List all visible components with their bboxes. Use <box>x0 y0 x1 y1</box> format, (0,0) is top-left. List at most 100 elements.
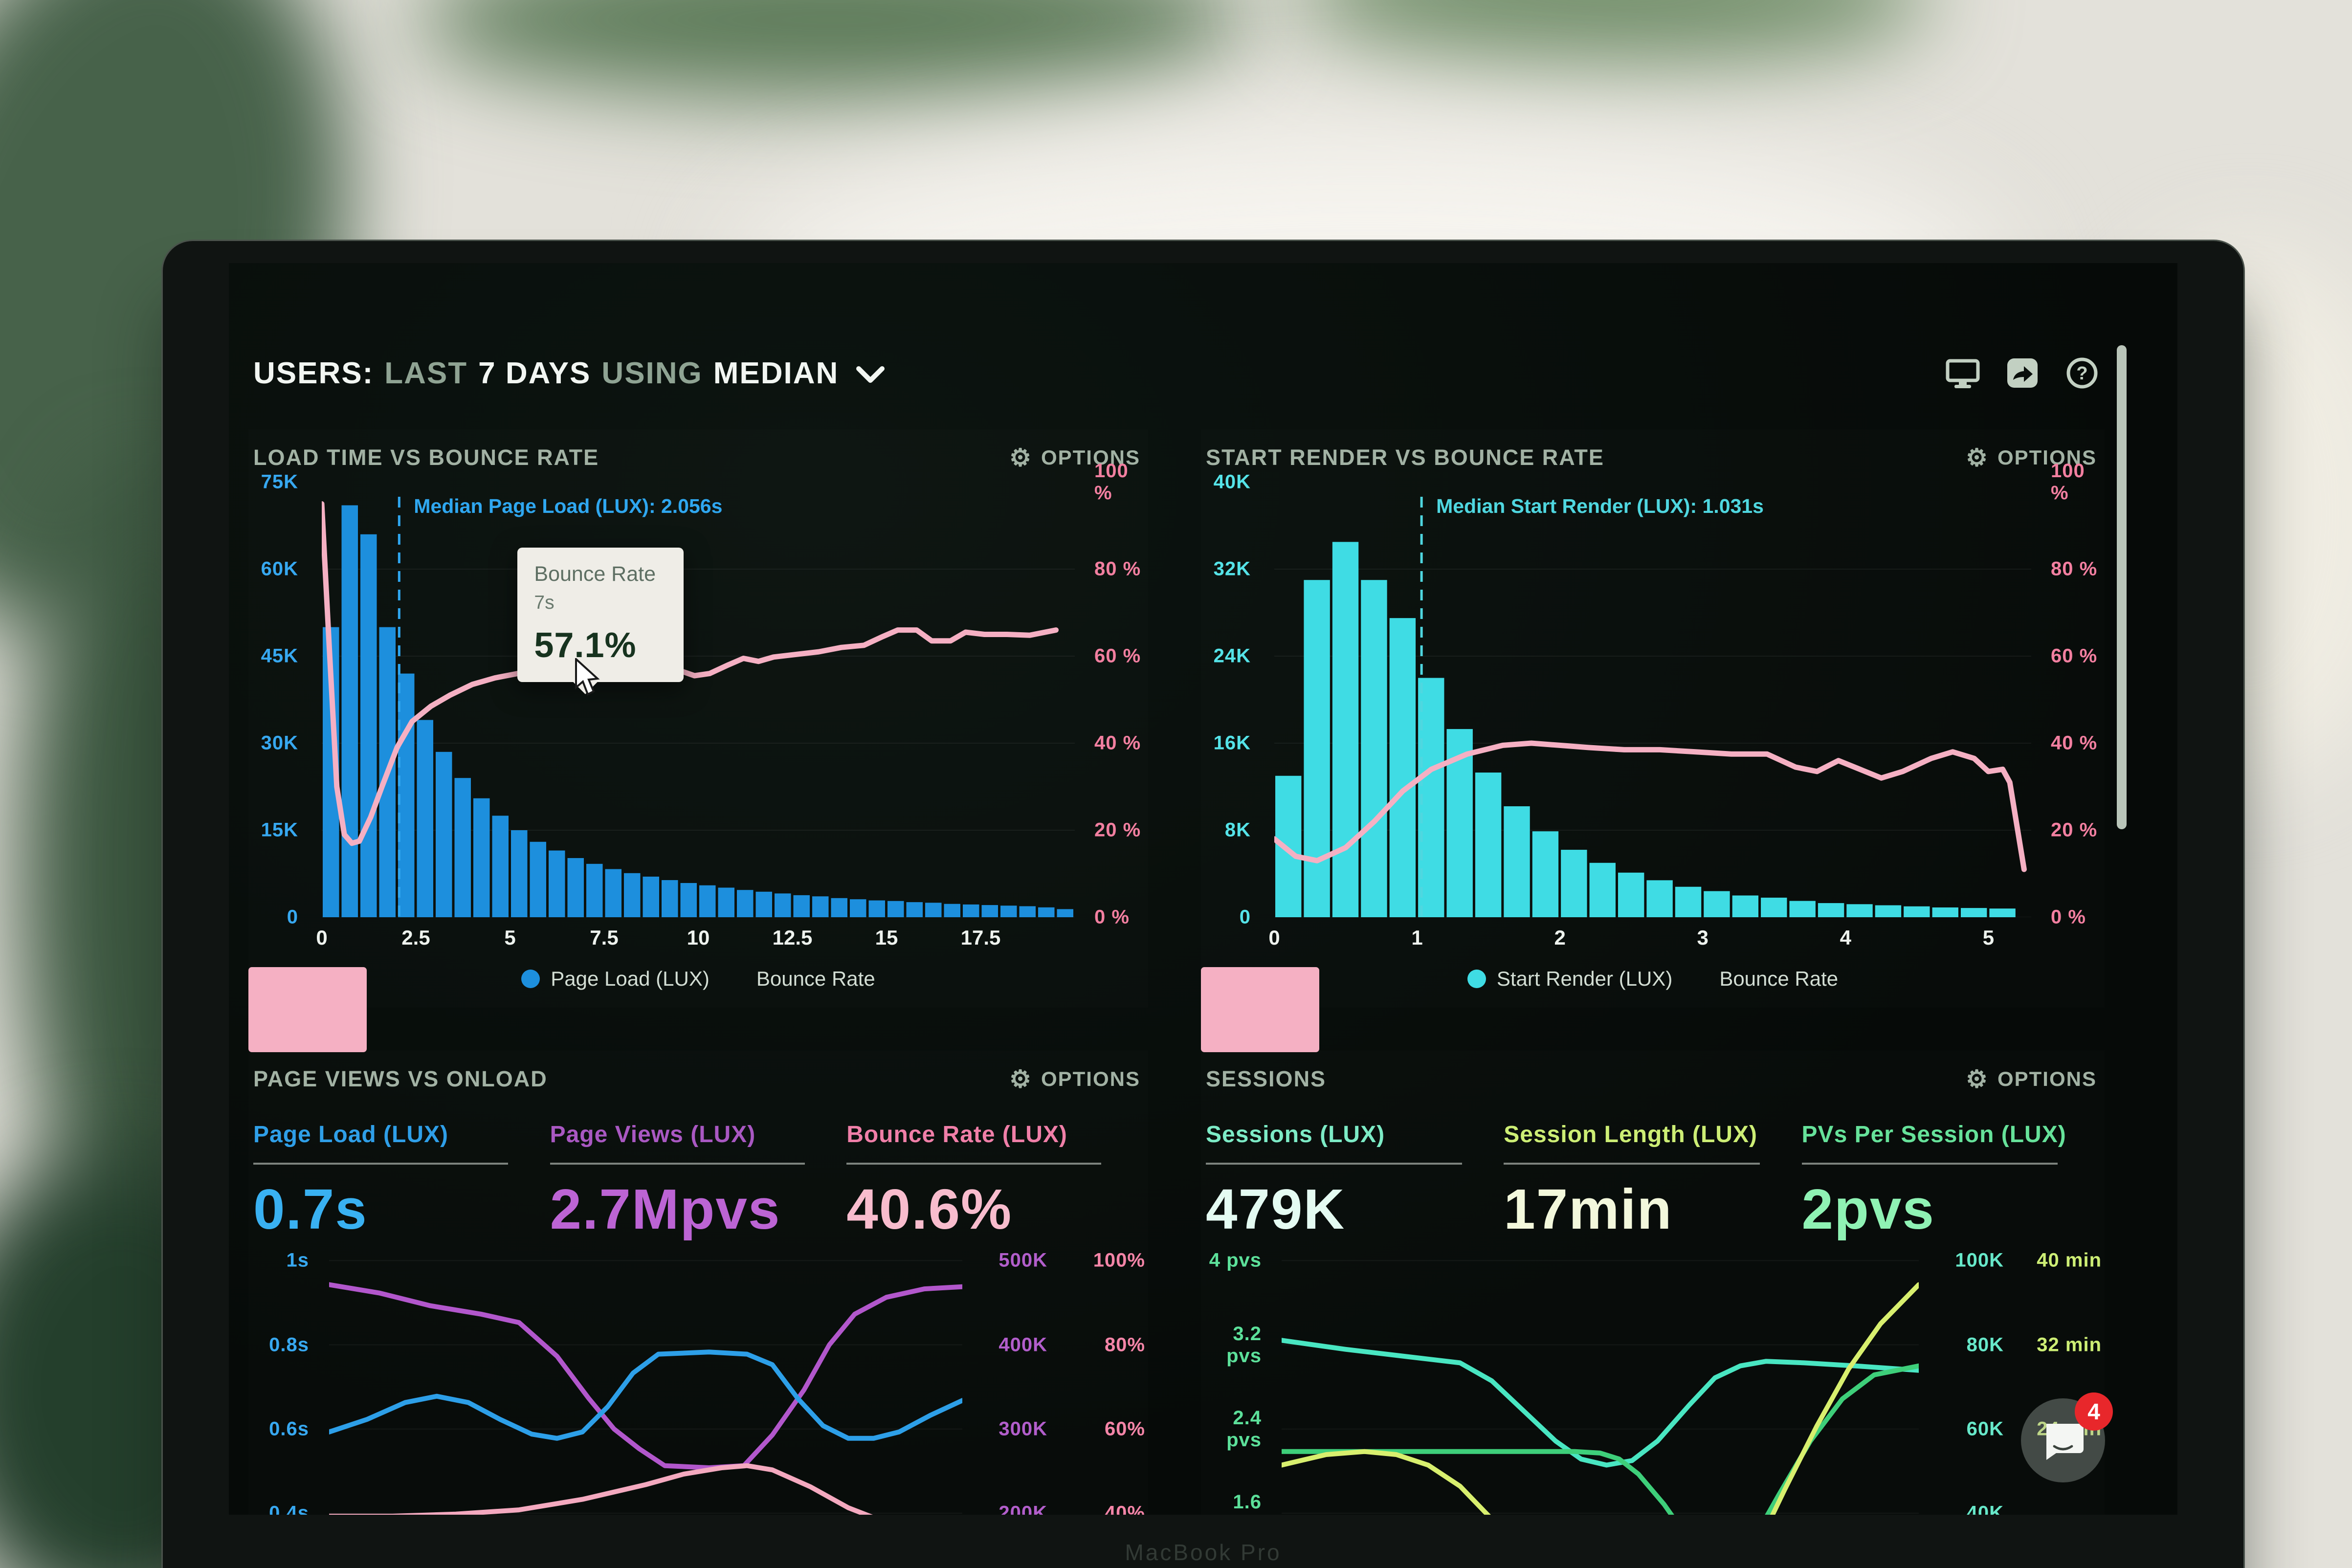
metric-label: Session Length (LUX) <box>1504 1122 1757 1148</box>
y-axis-tick: 80% <box>1104 1334 1145 1355</box>
y-axis-left: 40K 32K 24K 16K 8K 0 <box>1201 471 1265 928</box>
help-icon[interactable]: ? <box>2065 357 2099 389</box>
options-label: OPTIONS <box>1997 446 2097 469</box>
legend-item: Start Render (LUX) <box>1467 967 1672 991</box>
tooltip-subtitle: 7s <box>534 592 555 613</box>
panel-title: PAGE VIEWS VS ONLOAD <box>253 1066 548 1091</box>
legend-item: Bounce Rate <box>1201 967 1839 1052</box>
y-axis-right-col1: 500K 400K 300K 200K <box>977 1250 1050 1515</box>
tooltip-title: Bounce Rate <box>534 562 656 586</box>
y-axis-tick: 0 % <box>1094 906 1130 928</box>
x-axis-tick: 10 <box>687 926 710 949</box>
x-axis-tick: 15 <box>875 926 898 949</box>
y-axis-right-col1: 100K 80K 60K 40K <box>1933 1250 2007 1515</box>
y-axis-tick: 60K <box>1966 1418 2004 1440</box>
chart-plot[interactable] <box>1282 1255 1919 1515</box>
title-word: MEDIAN <box>713 356 839 390</box>
metric-label: Page Load (LUX) <box>253 1122 449 1148</box>
x-axis-tick: 12.5 <box>772 926 813 949</box>
x-axis: 0 1 2 3 4 5 <box>1268 926 2031 955</box>
chart-legend: Page Load (LUX) Bounce Rate <box>248 967 1148 1052</box>
metric-label: Sessions (LUX) <box>1206 1122 1385 1148</box>
options-button[interactable]: ⚙ OPTIONS <box>1963 1066 2100 1092</box>
gear-icon: ⚙ <box>1009 444 1032 471</box>
panel-title: START RENDER VS BOUNCE RATE <box>1206 445 1604 470</box>
metric: Session Length (LUX) 17min <box>1504 1121 1801 1242</box>
x-axis-tick: 0 <box>1268 926 1280 949</box>
mouse-cursor <box>575 658 600 696</box>
gear-icon: ⚙ <box>1966 1065 1989 1093</box>
y-axis-tick: 0 % <box>2051 906 2086 928</box>
y-axis-tick: 100K <box>1955 1249 2004 1271</box>
metric-underline <box>1504 1163 1760 1165</box>
metric-value: 2.7Mpvs <box>550 1177 781 1241</box>
y-axis-tick: 1s <box>286 1249 309 1271</box>
y-axis-tick: 60K <box>261 558 298 580</box>
metric-label: Page Views (LUX) <box>550 1122 756 1148</box>
gear-icon: ⚙ <box>1009 1065 1032 1093</box>
options-label: OPTIONS <box>1041 1067 1140 1090</box>
y-axis-left: 4 pvs 3.2 pvs 2.4 pvs 1.6 pvs <box>1201 1250 1274 1515</box>
legend-label: Bounce Rate <box>1719 967 1839 990</box>
y-axis-right: 100 % 80 % 60 % 40 % 20 % 0 % <box>2040 460 2105 928</box>
panel-page-views-vs-onload: PAGE VIEWS VS ONLOAD ⚙ OPTIONS Page Load… <box>248 1051 1148 1515</box>
laptop: USERS: LAST 7 DAYS USING MEDIAN <box>161 240 2245 1568</box>
chart-plot[interactable] <box>322 482 1075 917</box>
metric-label: Bounce Rate (LUX) <box>846 1122 1067 1148</box>
metric-underline <box>253 1163 509 1165</box>
chat-widget-button[interactable]: 4 <box>2021 1392 2113 1482</box>
y-axis-tick: 100 % <box>2051 460 2085 504</box>
x-axis-tick: 7.5 <box>590 926 619 949</box>
chart-legend: Start Render (LUX) Bounce Rate <box>1201 967 2105 1052</box>
y-axis-tick: 40 % <box>2051 732 2098 754</box>
chevron-down-icon[interactable] <box>856 366 885 384</box>
legend-item: Bounce Rate <box>248 967 875 1052</box>
options-button[interactable]: ⚙ OPTIONS <box>1006 1066 1143 1092</box>
legend-dot <box>1467 970 1486 988</box>
options-button[interactable]: ⚙ OPTIONS <box>1006 445 1143 470</box>
chart-plot[interactable] <box>329 1255 962 1515</box>
panel-title: LOAD TIME VS BOUNCE RATE <box>253 445 599 470</box>
notification-badge: 4 <box>2075 1392 2113 1431</box>
page-title[interactable]: USERS: LAST 7 DAYS USING MEDIAN <box>253 356 885 391</box>
title-word: USING <box>601 356 703 390</box>
metric-value: 17min <box>1504 1177 1673 1241</box>
panel-sessions: SESSIONS ⚙ OPTIONS Sessions (LUX) 479K Ses… <box>1201 1051 2105 1515</box>
metric-underline <box>846 1163 1102 1165</box>
share-icon[interactable] <box>2005 357 2040 389</box>
y-axis-tick: 200K <box>998 1502 1047 1515</box>
y-axis-tick: 60 % <box>2051 645 2098 667</box>
dashboard-header: USERS: LAST 7 DAYS USING MEDIAN <box>248 341 2104 405</box>
y-axis-tick: 40K <box>1966 1502 2004 1515</box>
y-axis-tick: 8K <box>1224 819 1251 841</box>
scrollbar[interactable] <box>2117 345 2127 829</box>
y-axis-tick: 20 % <box>2051 819 2098 841</box>
y-axis-right: 100 % 80 % 60 % 40 % 20 % 0 % <box>1084 460 1148 928</box>
y-axis-tick: 15K <box>261 819 298 841</box>
metrics-row: Page Load (LUX) 0.7s Page Views (LUX) 2.7Mp… <box>248 1101 1148 1242</box>
x-axis-tick: 0 <box>316 926 328 949</box>
y-axis-tick: 24K <box>1213 645 1251 667</box>
x-axis-tick: 5 <box>504 926 516 949</box>
y-axis-tick: 40K <box>1213 471 1251 493</box>
metric-label: PVs Per Session (LUX) <box>1801 1122 2066 1148</box>
legend-dash <box>1201 967 1319 1052</box>
y-axis-tick: 0.6s <box>269 1418 309 1440</box>
svg-text:?: ? <box>2076 363 2087 384</box>
metric-value: 479K <box>1206 1177 1346 1241</box>
metric: Bounce Rate (LUX) 40.6% <box>846 1121 1143 1242</box>
chat-bubble-icon <box>2046 1424 2084 1460</box>
metric-value: 2pvs <box>1801 1177 1935 1241</box>
y-axis-tick: 100 % <box>1094 460 1129 504</box>
metrics-row: Sessions (LUX) 479K Session Length (LUX) 17… <box>1201 1101 2105 1242</box>
metric-underline <box>1206 1163 1462 1165</box>
median-annotation: Median Page Load (LUX): 2.056s <box>414 495 723 517</box>
metric-value: 40.6% <box>846 1177 1013 1241</box>
y-axis-tick: 60 % <box>1094 645 1141 667</box>
chart-plot[interactable] <box>1274 482 2031 917</box>
x-axis-tick: 2.5 <box>401 926 430 949</box>
display-icon[interactable] <box>1946 357 1980 389</box>
y-axis-tick: 2.4 pvs <box>1226 1407 1262 1451</box>
options-button[interactable]: ⚙ OPTIONS <box>1963 445 2100 470</box>
